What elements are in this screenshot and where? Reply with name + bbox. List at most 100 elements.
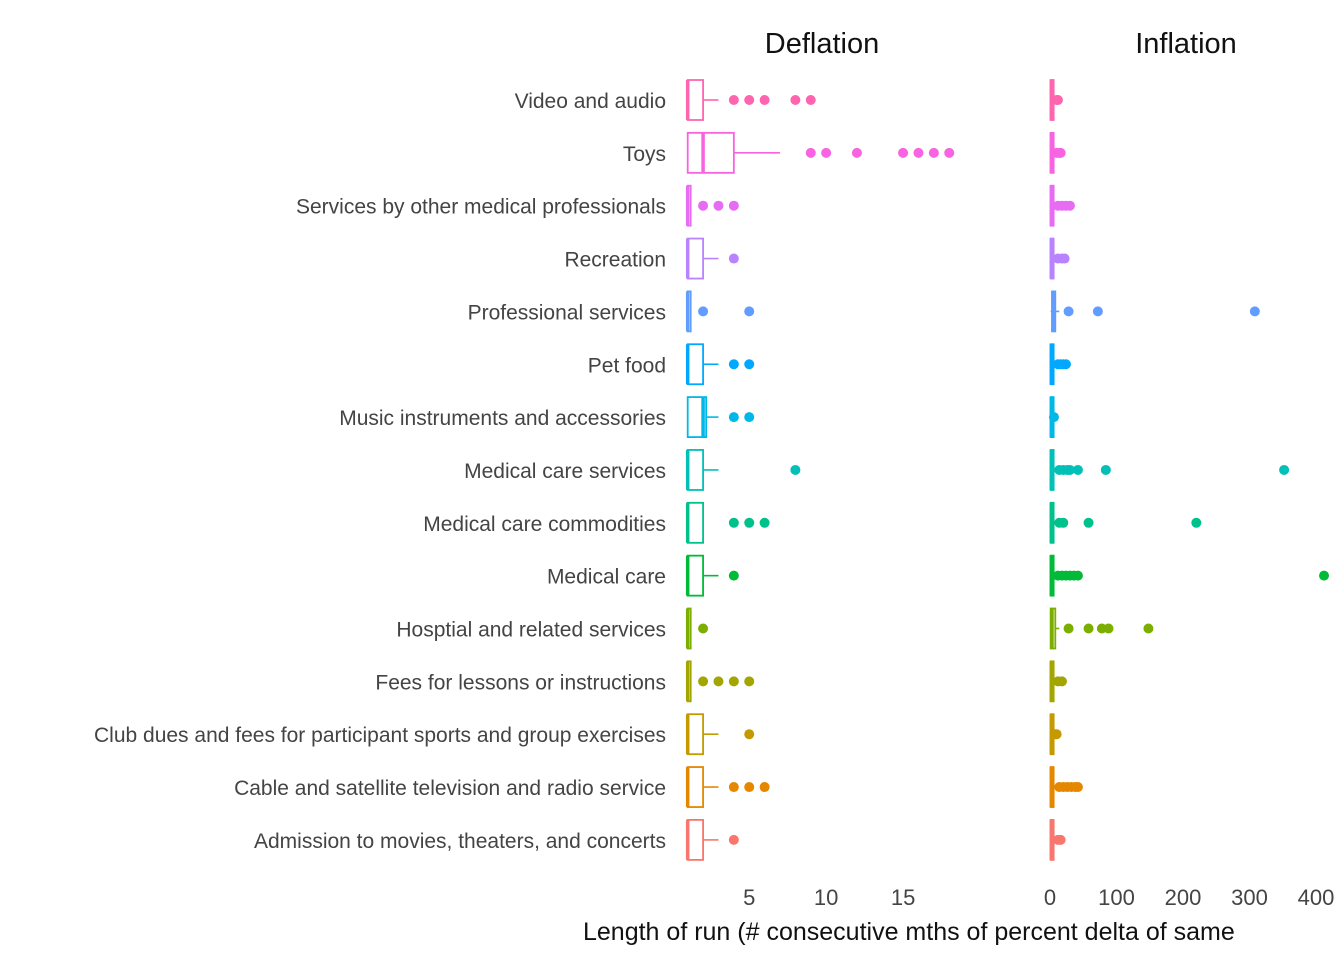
box-group [1049, 184, 1075, 227]
outlier-point [728, 570, 739, 581]
outlier-point [744, 729, 755, 740]
outlier-point [1063, 306, 1074, 317]
outlier-point [744, 95, 755, 105]
box-group [686, 396, 755, 439]
x-tick-label: 100 [1098, 885, 1135, 910]
box-group [1049, 660, 1067, 703]
outlier-point [1058, 517, 1069, 528]
outlier-point [759, 782, 770, 793]
x-tick-label: 0 [1044, 885, 1056, 910]
category-label: Medical care [547, 566, 666, 589]
category-label: Hosptial and related services [396, 619, 666, 642]
outlier-point [805, 95, 816, 105]
outlier-point [744, 782, 755, 793]
box-group [1049, 713, 1062, 756]
outlier-point [821, 147, 832, 158]
box-group [1048, 396, 1059, 439]
outlier-point [744, 359, 755, 370]
x-tick-label: 200 [1165, 885, 1202, 910]
box-group [685, 290, 755, 333]
outlier-point [744, 676, 755, 687]
x-tick-label: 5 [743, 885, 755, 910]
category-label: Club dues and fees for participant sport… [94, 724, 666, 747]
category-label: Video and audio [515, 90, 666, 113]
x-tick-label: 300 [1231, 885, 1268, 910]
box-group [685, 501, 770, 544]
box-group [1049, 766, 1083, 808]
outlier-point [698, 676, 709, 687]
outlier-point [1072, 464, 1083, 475]
outlier-point [1063, 623, 1074, 634]
box [686, 713, 704, 756]
outlier-point [728, 834, 739, 845]
box-group [685, 79, 816, 121]
outlier-point [728, 359, 739, 370]
outlier-point [1059, 253, 1070, 264]
outlier-point [944, 147, 955, 158]
outlier-point [728, 517, 739, 528]
outlier-point [805, 147, 816, 158]
box [686, 343, 704, 386]
outlier-point [728, 676, 739, 687]
outlier-point [1055, 147, 1066, 158]
box-group [685, 343, 755, 386]
category-labels: Video and audio Toys Services by other med… [94, 90, 666, 853]
box [686, 79, 704, 121]
category-label: Professional services [468, 301, 666, 324]
outlier-point [1060, 359, 1071, 370]
facet-title-inflation: Inflation [1135, 28, 1237, 60]
outlier-point [1052, 95, 1063, 105]
outlier-point [790, 464, 801, 475]
box [686, 449, 704, 491]
box-group [1049, 501, 1202, 544]
outlier-point [744, 412, 755, 423]
outlier-point [851, 147, 862, 158]
box [686, 501, 704, 544]
outlier-point [1064, 200, 1075, 211]
box-group [1049, 449, 1290, 491]
outlier-point [728, 412, 739, 423]
panel-deflation: Deflation 5 10 15 [685, 28, 955, 910]
outlier-point [1064, 464, 1075, 475]
outlier-point [1083, 517, 1094, 528]
outlier-point [713, 676, 724, 687]
outlier-point [728, 95, 739, 105]
outlier-point [1191, 517, 1202, 528]
category-label: Services by other medical professionals [296, 196, 666, 219]
category-label: Medical care services [464, 460, 666, 483]
box-group [685, 766, 770, 808]
outlier-point [728, 200, 739, 211]
outlier-point [1083, 623, 1094, 634]
outlier-point [1072, 782, 1083, 793]
box-group [685, 554, 739, 597]
box-group [685, 713, 755, 756]
x-axis-title: Length of run (# consecutive mths of per… [583, 918, 1235, 946]
outlier-point [1056, 676, 1067, 687]
category-label: Recreation [564, 249, 666, 272]
facet-title-deflation: Deflation [765, 28, 879, 60]
box [686, 766, 704, 808]
outlier-point [898, 147, 909, 158]
outlier-point [1092, 306, 1103, 317]
panel-inflation: Inflation 0 100 200 300 400 [1044, 28, 1335, 910]
box-group [1049, 607, 1154, 650]
category-label: Cable and satellite television and radio… [234, 777, 666, 800]
outlier-point [744, 517, 755, 528]
box [686, 554, 704, 597]
outlier-point [790, 95, 801, 105]
category-label: Music instruments and accessories [339, 407, 666, 430]
outlier-point [698, 306, 709, 317]
outlier-point [928, 147, 939, 158]
category-label: Admission to movies, theaters, and conce… [254, 830, 666, 853]
outlier-point [1055, 834, 1066, 845]
box-group [685, 449, 801, 491]
category-label: Toys [623, 143, 666, 166]
outlier-point [1249, 306, 1260, 317]
outlier-point [1143, 623, 1154, 634]
outlier-point [1103, 623, 1114, 634]
outlier-point [913, 147, 924, 158]
box-group [1049, 343, 1071, 386]
outlier-point [698, 200, 709, 211]
box-group [1050, 290, 1260, 333]
